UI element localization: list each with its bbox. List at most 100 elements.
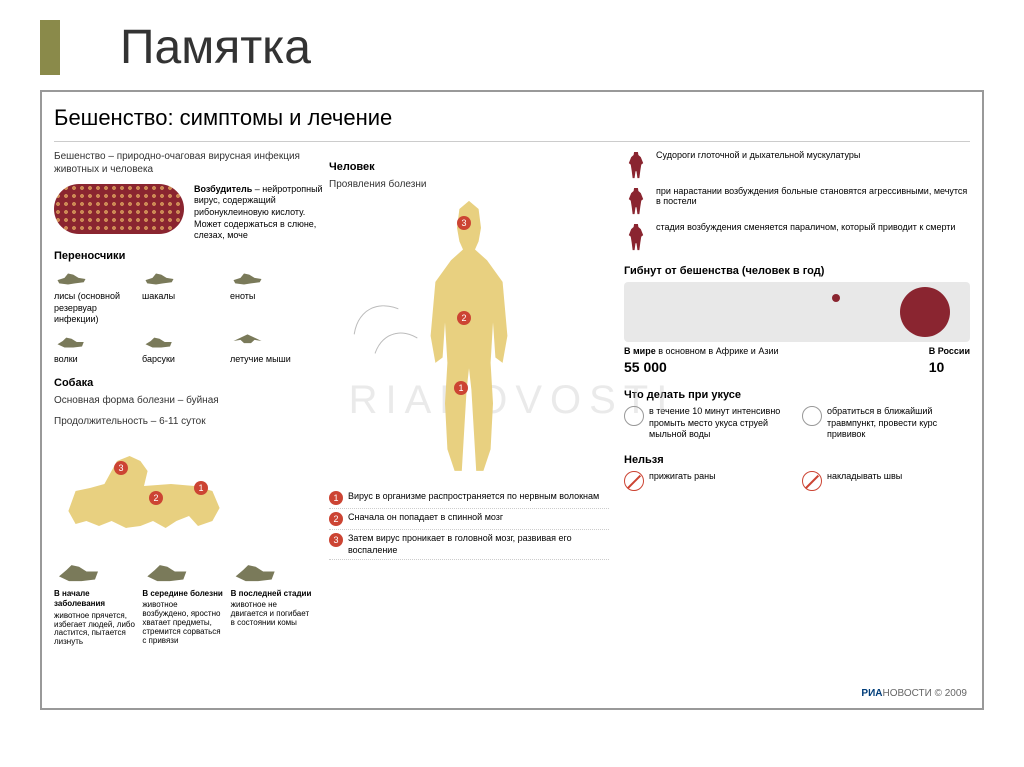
carrier-item: еноты xyxy=(230,267,314,326)
symptom-text: стадия возбуждения сменяется параличом, … xyxy=(656,222,955,252)
deaths-russia-value: 10 xyxy=(929,359,945,375)
person-icon xyxy=(624,186,648,216)
deaths-row: В мире в основном в Африке и Азии 55 000… xyxy=(624,346,970,376)
divider xyxy=(54,141,970,142)
symptom-item: Судороги глоточной и дыхательной мускула… xyxy=(624,150,970,180)
right-column: Судороги глоточной и дыхательной мускула… xyxy=(624,150,970,710)
dog-diagram: 1 2 3 xyxy=(54,436,254,546)
symptom-text: при нарастании возбуждения больные стано… xyxy=(656,186,970,216)
main-title: Бешенство: симптомы и лечение xyxy=(54,104,970,133)
carriers-grid: лисы (основной резервуар инфекции) шакал… xyxy=(54,267,314,366)
title-bar: Памятка xyxy=(40,20,984,75)
carrier-label: волки xyxy=(54,354,78,364)
no-text: прижигать раны xyxy=(649,471,716,491)
intro-text: Бешенство – природно-очаговая вирусная и… xyxy=(54,150,314,176)
stage-title: В последней стадии xyxy=(231,589,314,599)
dog-stage1-icon xyxy=(54,554,104,586)
stage-title: В начале заболевания xyxy=(54,589,137,610)
carrier-item: шакалы xyxy=(142,267,226,326)
human-spot-3: 3 xyxy=(457,216,471,230)
virus-path-list: 1 Вирус в организме распространяется по н… xyxy=(329,491,609,560)
slide: Памятка Бешенство: симптомы и лечение RI… xyxy=(0,0,1024,767)
badger-icon xyxy=(142,330,177,352)
path-num: 1 xyxy=(329,491,343,505)
deaths-title: Гибнут от бешенства (человек в год) xyxy=(624,264,970,278)
path-text: Затем вирус проникает в головной мозг, р… xyxy=(348,533,609,556)
action-text: обратиться в ближайший травмпункт, прове… xyxy=(827,406,970,441)
deaths-section: Гибнут от бешенства (человек в год) В ми… xyxy=(624,264,970,376)
deaths-russia: В России 10 xyxy=(929,346,970,376)
jackal-icon xyxy=(142,267,177,289)
columns: Бешенство – природно-очаговая вирусная и… xyxy=(54,150,970,710)
virus-desc: Возбудитель – нейротропный вирус, содерж… xyxy=(194,184,324,242)
russia-dot xyxy=(832,294,840,302)
dog-stages: В начале заболевания животное прячется, … xyxy=(54,554,314,647)
world-circle xyxy=(900,287,950,337)
dog-duration: Продолжительность – 6-11 суток xyxy=(54,415,314,428)
no-item: накладывать швы xyxy=(802,471,970,491)
human-title: Человек xyxy=(329,160,609,174)
footer-brand2: НОВОСТИ xyxy=(883,688,932,699)
spot-3: 3 xyxy=(114,461,128,475)
dog-title: Собака xyxy=(54,376,314,390)
bat-icon xyxy=(230,330,265,352)
bite-title: Что делать при укусе xyxy=(624,388,970,402)
stage: В последней стадии животное не двигается… xyxy=(231,554,314,647)
actions-row: в течение 10 минут интенсивно промыть ме… xyxy=(624,406,970,441)
dog-section: Собака Основная форма болезни – буйная П… xyxy=(54,376,314,647)
left-column: Бешенство – природно-очаговая вирусная и… xyxy=(54,150,314,710)
carrier-label: барсуки xyxy=(142,354,175,364)
fox-icon xyxy=(54,267,89,289)
path-item: 2 Сначала он попадает в спинной мозг xyxy=(329,512,609,530)
deaths-world-value: 55 000 xyxy=(624,359,667,375)
symptom-item: при нарастании возбуждения больные стано… xyxy=(624,186,970,216)
infographic: Бешенство: симптомы и лечение RIANOVOSTI… xyxy=(40,90,984,710)
person-icon xyxy=(624,222,648,252)
wolf-icon xyxy=(54,330,89,352)
action-item: обратиться в ближайший травмпункт, прове… xyxy=(802,406,970,441)
path-item: 1 Вирус в организме распространяется по н… xyxy=(329,491,609,509)
no-stitch-icon xyxy=(802,471,822,491)
stage-desc: животное возбуждено, яростно хватает пре… xyxy=(142,601,225,645)
path-text: Вирус в организме распространяется по не… xyxy=(348,491,599,505)
carrier-item: летучие мыши xyxy=(230,330,314,366)
virus-label: Возбудитель xyxy=(194,184,252,194)
carrier-item: лисы (основной резервуар инфекции) xyxy=(54,267,138,326)
action-text: в течение 10 минут интенсивно промыть ме… xyxy=(649,406,792,441)
forbidden-section: Нельзя прижигать раны накладывать швы xyxy=(624,453,970,491)
spot-1: 1 xyxy=(194,481,208,495)
human-subtitle: Проявления болезни xyxy=(329,178,609,191)
middle-column: Человек Проявления болезни 1 2 3 1 Вирус … xyxy=(329,150,609,710)
deaths-world-label: В мире xyxy=(624,346,656,356)
spot-2: 2 xyxy=(149,491,163,505)
carrier-label: шакалы xyxy=(142,291,175,301)
carrier-label: летучие мыши xyxy=(230,354,291,364)
carrier-item: волки xyxy=(54,330,138,366)
carrier-label: еноты xyxy=(230,291,255,301)
human-diagram: 1 2 3 xyxy=(399,201,539,481)
action-item: в течение 10 минут интенсивно промыть ме… xyxy=(624,406,792,441)
stage: В начале заболевания животное прячется, … xyxy=(54,554,137,647)
human-spot-2: 2 xyxy=(457,311,471,325)
dog-stage2-icon xyxy=(142,554,192,586)
stage-desc: животное не двигается и погибает в состо… xyxy=(231,601,314,627)
virus-icon xyxy=(54,184,184,234)
dog-subtitle: Основная форма болезни – буйная xyxy=(54,394,314,407)
no-row: прижигать раны накладывать швы xyxy=(624,471,970,491)
path-text: Сначала он попадает в спинной мозг xyxy=(348,512,503,526)
path-num: 2 xyxy=(329,512,343,526)
person-icon xyxy=(624,150,648,180)
hospital-icon xyxy=(802,406,822,426)
deaths-world: В мире в основном в Африке и Азии 55 000 xyxy=(624,346,779,376)
stage-title: В середине болезни xyxy=(142,589,225,599)
human-spot-1: 1 xyxy=(454,381,468,395)
deaths-russia-label: В России xyxy=(929,346,970,356)
slide-title: Памятка xyxy=(120,20,984,75)
carrier-label: лисы (основной резервуар инфекции) xyxy=(54,291,120,324)
symptom-text: Судороги глоточной и дыхательной мускула… xyxy=(656,150,860,180)
wash-icon xyxy=(624,406,644,426)
path-item: 3Затем вирус проникает в головной мозг, … xyxy=(329,533,609,560)
no-burn-icon xyxy=(624,471,644,491)
raccoon-icon xyxy=(230,267,265,289)
no-text: накладывать швы xyxy=(827,471,902,491)
